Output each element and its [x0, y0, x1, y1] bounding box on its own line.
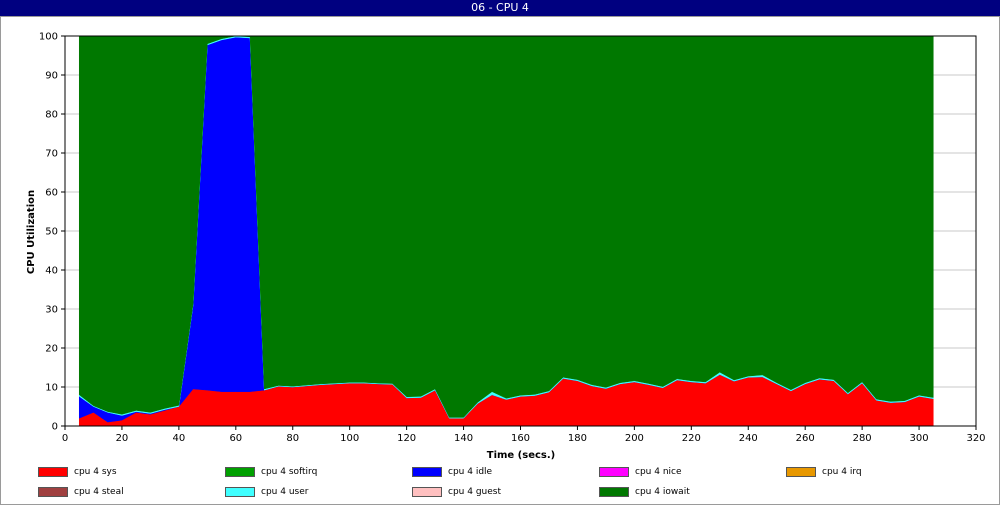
x-tick-label: 220 [682, 433, 701, 444]
x-tick-label: 240 [739, 433, 758, 444]
legend-label: cpu 4 sys [74, 467, 117, 477]
y-tick-label: 60 [45, 188, 58, 199]
window-title: 06 - CPU 4 [0, 0, 1000, 16]
legend-swatch [599, 467, 629, 477]
x-tick-label: 260 [796, 433, 815, 444]
y-tick-label: 0 [52, 422, 58, 433]
legend-label: cpu 4 irq [822, 467, 862, 477]
y-tick-label: 20 [45, 344, 58, 355]
x-tick-label: 0 [62, 433, 68, 444]
y-tick-label: 50 [45, 227, 58, 238]
y-tick-label: 100 [39, 32, 58, 43]
stacked-areas [78, 35, 934, 427]
legend-label: cpu 4 softirq [261, 467, 318, 477]
chart-panel: 0 10 20 30 40 50 60 70 80 90 100 0 20 40 60 80 100 120 140… [0, 16, 1000, 505]
x-tick-label: 20 [116, 433, 129, 444]
legend-label: cpu 4 iowait [635, 487, 690, 497]
legend-label: cpu 4 steal [74, 487, 124, 497]
legend-swatch [225, 487, 255, 497]
x-tick-label: 160 [511, 433, 530, 444]
x-tick-label: 80 [286, 433, 299, 444]
x-axis-label: Time (secs.) [487, 450, 556, 461]
legend-swatch [786, 467, 816, 477]
legend-swatch [412, 467, 442, 477]
legend: cpu 4 sys cpu 4 softirq cpu 4 idle cpu 4 ni… [0, 460, 1000, 504]
legend-label: cpu 4 nice [635, 467, 682, 477]
x-tick-label: 120 [397, 433, 416, 444]
legend-label: cpu 4 idle [448, 467, 493, 477]
x-tick-label: 200 [625, 433, 644, 444]
legend-swatch [38, 487, 68, 497]
y-axis-label: CPU Utilization [26, 190, 37, 274]
legend-swatch [412, 487, 442, 497]
x-tick-label: 40 [173, 433, 186, 444]
x-tick-label: 100 [340, 433, 359, 444]
x-tick-label: 180 [568, 433, 587, 444]
cpu-utilization-chart: 0 10 20 30 40 50 60 70 80 90 100 0 20 40 60 80 100 120 140… [26, 32, 986, 462]
x-tick-label: 300 [910, 433, 929, 444]
legend-label: cpu 4 guest [448, 487, 501, 497]
legend-swatch [225, 467, 255, 477]
legend-swatch [599, 487, 629, 497]
axes: 0 10 20 30 40 50 60 70 80 90 100 0 20 40 60 80 100 120 140… [39, 32, 986, 445]
x-tick-label: 140 [454, 433, 473, 444]
y-tick-label: 10 [45, 383, 58, 394]
y-tick-label: 90 [45, 71, 58, 82]
x-tick-label: 60 [229, 433, 242, 444]
x-tick-label: 320 [966, 433, 985, 444]
y-tick-label: 30 [45, 305, 58, 316]
legend-swatch [38, 467, 68, 477]
y-tick-label: 40 [45, 266, 58, 277]
legend-label: cpu 4 user [261, 487, 309, 497]
y-tick-label: 70 [45, 149, 58, 160]
y-tick-label: 80 [45, 110, 58, 121]
x-tick-label: 280 [853, 433, 872, 444]
